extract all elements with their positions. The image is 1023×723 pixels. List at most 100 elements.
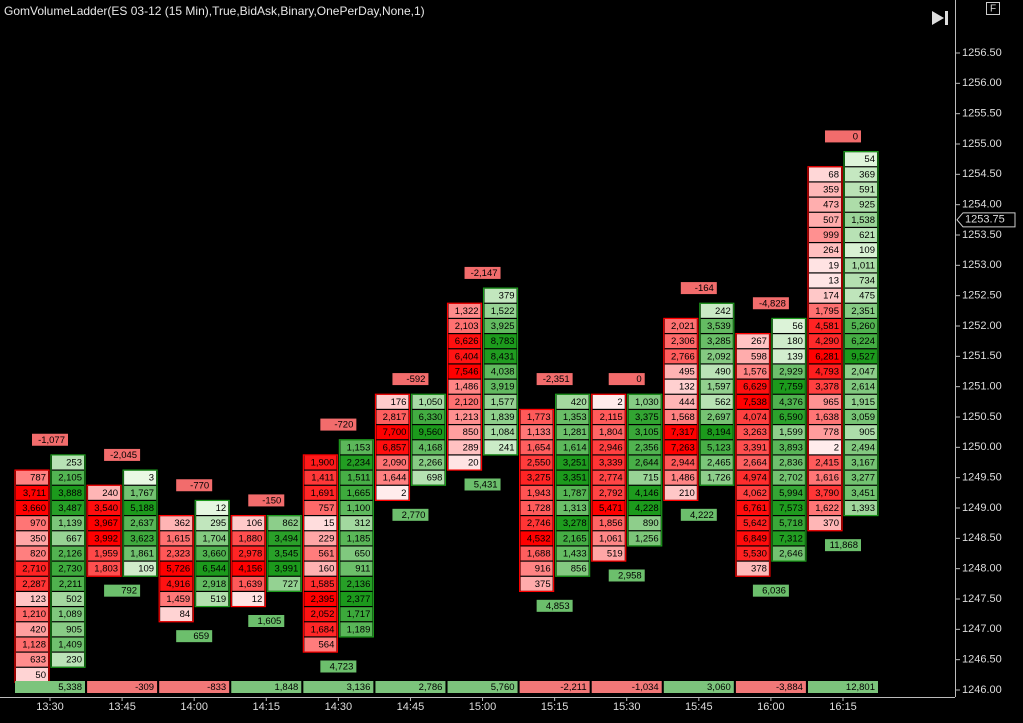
bid-cell: [592, 485, 625, 500]
bid-label: 420: [30, 624, 46, 635]
bid-label: 4,974: [743, 473, 767, 484]
ask-cell: [628, 501, 661, 515]
bid-cell: [448, 394, 481, 409]
delta-box: [752, 297, 789, 310]
bid-cell: [88, 561, 121, 576]
ask-cell: [700, 379, 733, 394]
ask-frame: [338, 439, 374, 638]
volume-box: [608, 569, 645, 582]
ask-label: 3,991: [274, 564, 298, 575]
bid-label: 1,210: [22, 609, 46, 620]
ask-cell: [628, 516, 661, 531]
bid-label: 6,857: [383, 442, 407, 453]
ask-label: 2,637: [130, 518, 154, 529]
bid-label: 20: [468, 458, 479, 469]
play-button[interactable]: [932, 11, 948, 25]
volume-box: [248, 614, 285, 627]
bid-label: 6,629: [743, 382, 767, 393]
ask-label: 5,994: [779, 488, 803, 499]
last-price-box: [956, 212, 1016, 228]
x-tick-label: 16:15: [829, 701, 857, 713]
ask-cell: [772, 531, 805, 546]
bid-label: 916: [535, 564, 551, 575]
bid-cell: [736, 410, 769, 424]
ask-cell: [268, 516, 301, 531]
bid-label: 561: [319, 549, 335, 560]
ask-label: 3,494: [274, 533, 298, 544]
ask-cell: [844, 228, 877, 242]
ask-cell: [484, 349, 517, 364]
y-tick-label: 1249.00: [962, 502, 1002, 514]
toolbar-button[interactable]: [986, 2, 1000, 15]
bid-cell: [16, 516, 48, 531]
ask-label: 3,059: [851, 412, 875, 423]
bid-cell: [376, 440, 409, 455]
ask-label: 7,573: [779, 503, 803, 514]
bid-cell: [448, 379, 481, 394]
bid-label: 1,691: [311, 488, 335, 499]
volume-label: 4,723: [330, 662, 354, 673]
bid-label: 2,090: [383, 458, 407, 469]
bid-label: 1,880: [238, 533, 262, 544]
ask-label: 1,433: [563, 549, 587, 560]
ask-cell: [484, 364, 517, 379]
ask-label: 253: [66, 458, 82, 469]
ask-label: 3,539: [707, 321, 731, 332]
y-tick-label: 1253.00: [962, 259, 1002, 271]
bid-label: 633: [30, 655, 46, 666]
bid-label: 5,726: [166, 564, 190, 575]
delta-box: [680, 282, 717, 295]
bid-label: 6,281: [815, 351, 839, 362]
ask-cell: [52, 470, 84, 485]
ask-label: 856: [571, 564, 587, 575]
ask-label: 8,194: [707, 427, 731, 438]
ask-label: 1,726: [707, 473, 731, 484]
ask-label: 1,153: [347, 442, 371, 453]
ask-label: 4,228: [635, 503, 659, 514]
ask-label: 1,599: [779, 427, 803, 438]
bid-cell: [304, 576, 337, 591]
bid-label: 2,550: [527, 458, 551, 469]
bid-cell: [736, 440, 769, 455]
bid-label: 1,486: [671, 473, 695, 484]
ask-label: 12: [216, 503, 227, 514]
ask-label: 9,560: [419, 427, 443, 438]
volume-box: [824, 539, 861, 552]
bid-cell: [664, 440, 697, 455]
bid-cell: [808, 455, 841, 470]
bid-cell: [304, 546, 337, 561]
y-tick-label: 1252.00: [962, 320, 1002, 332]
ask-cell: [52, 592, 84, 606]
bid-label: 15: [324, 518, 335, 529]
ask-cell: [52, 516, 84, 531]
ask-cell: [772, 379, 805, 394]
ask-label: 2,126: [58, 549, 82, 560]
ask-cell: [124, 561, 157, 576]
bid-label: 132: [679, 382, 695, 393]
ask-cell: [772, 485, 805, 500]
ask-label: 2,047: [851, 367, 875, 378]
bid-cell: [448, 349, 481, 364]
ask-label: 925: [859, 200, 875, 211]
bid-cell: [520, 470, 553, 485]
ask-cell: [556, 485, 589, 500]
bid-cell: [88, 485, 121, 500]
ask-cell: [268, 531, 301, 546]
bid-label: 1,459: [166, 594, 190, 605]
x-tick-label: 14:45: [397, 701, 425, 713]
bid-label: 2: [834, 442, 839, 453]
bid-cell: [808, 410, 841, 424]
bid-cell: [232, 546, 265, 561]
ask-cell: [124, 501, 157, 515]
y-tick-label: 1251.50: [962, 350, 1002, 362]
ask-cell: [556, 546, 589, 561]
ask-label: 2,266: [419, 458, 443, 469]
ask-label: 6,224: [851, 336, 875, 347]
bid-cell: [808, 319, 841, 333]
ask-cell: [268, 546, 301, 561]
delta-label: -720: [334, 420, 353, 431]
toolbar-label: F: [990, 4, 996, 15]
ask-label: 1,538: [851, 215, 875, 226]
bid-label: 370: [823, 518, 839, 529]
ask-cell: [484, 288, 517, 303]
